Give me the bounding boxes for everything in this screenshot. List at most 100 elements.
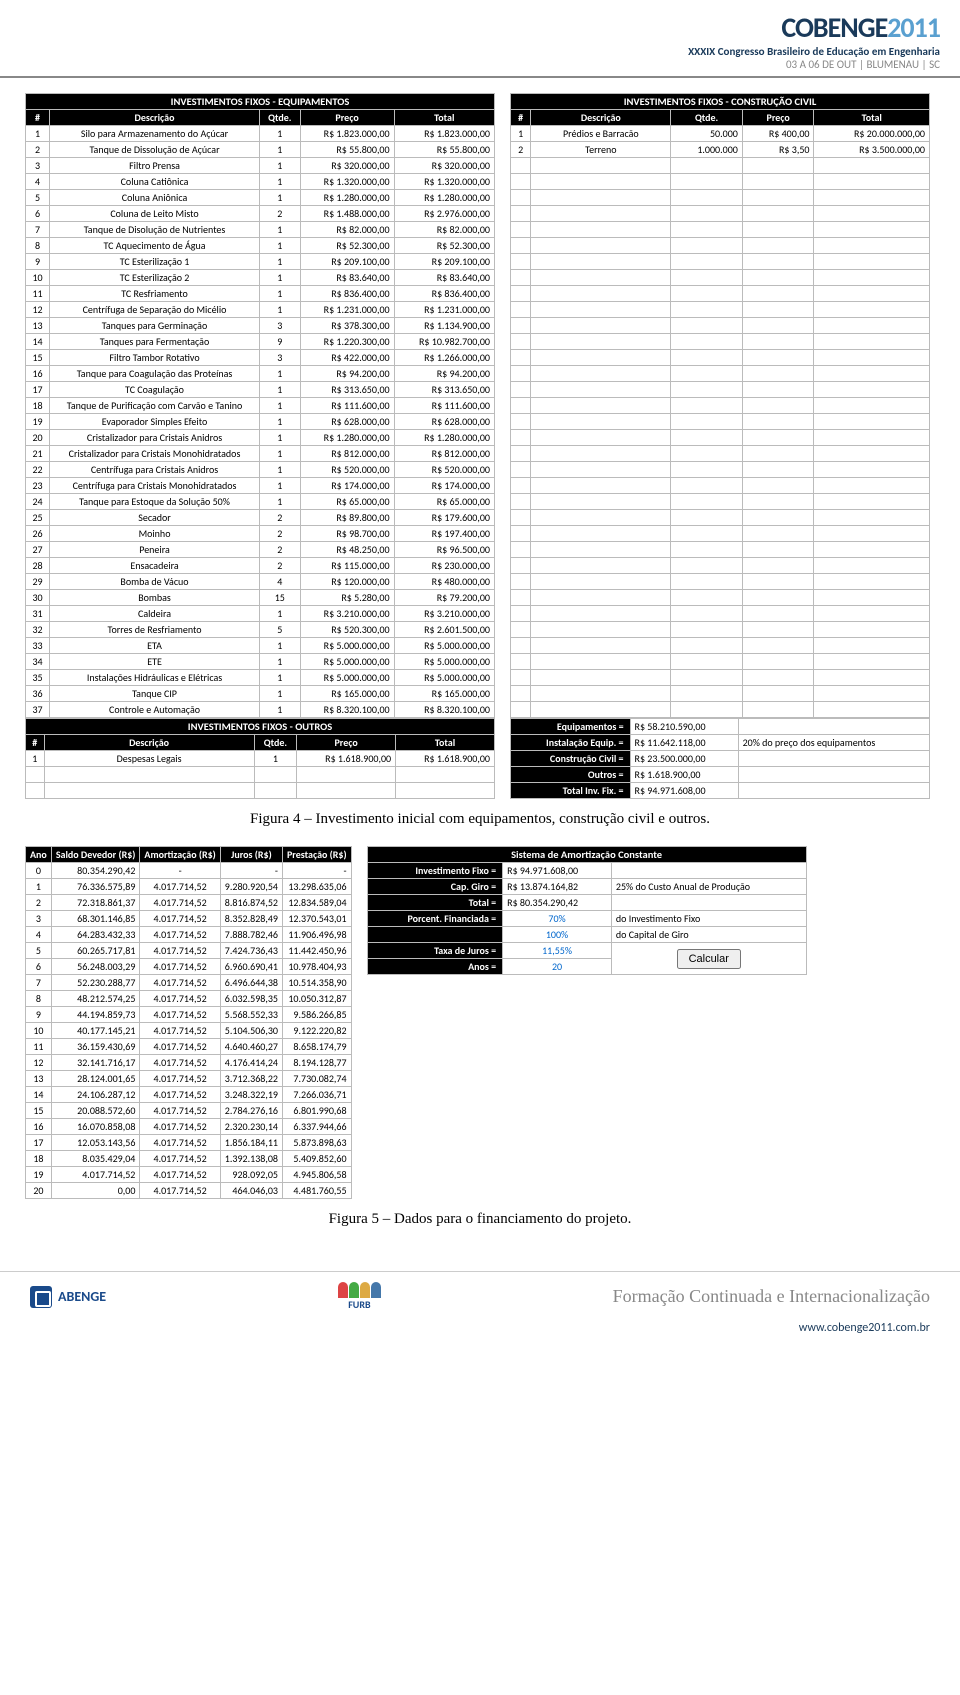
table-row-empty (511, 702, 930, 718)
table-row: 368.301.146,854.017.714,528.352.828,4912… (26, 911, 352, 927)
table-row: 176.336.575,894.017.714,529.280.920,5413… (26, 879, 352, 895)
table-row: 33ETA1R$ 5.000.000,00R$ 5.000.000,00 (26, 638, 495, 654)
header-subtitle-1: XXXIX Congresso Brasileiro de Educação e… (20, 45, 940, 58)
table-row: 8TC Aquecimento de Água1R$ 52.300,00R$ 5… (26, 238, 495, 254)
footer-title: Formação Continuada e Internacionalizaçã… (613, 1286, 930, 1307)
th-juros: Juros (R$) (220, 847, 282, 863)
table-row: 200,004.017.714,52464.046,034.481.760,55 (26, 1183, 352, 1199)
logo: COBENGE2011 (20, 10, 940, 45)
th-preco: Preço (300, 110, 394, 126)
table-row: 22Centrífuga para Cristais Anidros1R$ 52… (26, 462, 495, 478)
abenge-icon (30, 1286, 52, 1308)
sac-porc-val: 70% (503, 911, 612, 927)
caption-fig4: Figura 4 – Investimento inicial com equi… (25, 811, 935, 828)
table-row-empty (511, 510, 930, 526)
table-row: 188.035.429,044.017.714,521.392.138,085.… (26, 1151, 352, 1167)
table-row: 848.212.574,254.017.714,526.032.598,3510… (26, 991, 352, 1007)
equipamentos-table: INVESTIMENTOS FIXOS - EQUIPAMENTOS # Des… (25, 93, 495, 718)
table-row: 27Peneira2R$ 48.250,00R$ 96.500,00 (26, 542, 495, 558)
sac-taxa-label: Taxa de Juros = (367, 943, 503, 959)
table-row: 1Despesas Legais1R$ 1.618.900,00R$ 1.618… (26, 751, 495, 767)
sum-total-label: Total Inv. Fix. = (511, 783, 631, 799)
table-row: 080.354.290,42--- (26, 863, 352, 879)
table-row: 10TC Esterilização 21R$ 83.640,00R$ 83.6… (26, 270, 495, 286)
table-row-empty (511, 398, 930, 414)
table-row: 560.265.717,814.017.714,527.424.736,4311… (26, 943, 352, 959)
table-row-empty (511, 542, 930, 558)
table-row: 28Ensacadeira2R$ 115.000,00R$ 230.000,00 (26, 558, 495, 574)
table-row: 944.194.859,734.017.714,525.568.552,339.… (26, 1007, 352, 1023)
equip-title: INVESTIMENTOS FIXOS - EQUIPAMENTOS (26, 94, 495, 110)
furb-arc-icon (338, 1282, 348, 1298)
sum-outros-label: Outros = (511, 767, 631, 783)
table-row-empty (511, 206, 930, 222)
table-row: 36Tanque CIP1R$ 165.000,00R$ 165.000,00 (26, 686, 495, 702)
header-subtitle-2: 03 A 06 DE OUT | BLUMENAU | SC (20, 58, 940, 71)
sum-outros-val: R$ 1.618.900,00 (630, 767, 738, 783)
abenge-logo-block: ABENGE (30, 1286, 106, 1308)
table-row-empty (511, 414, 930, 430)
footer-url: www.cobenge2011.com.br (0, 1321, 960, 1345)
table-row: 18Tanque de Purificação com Carvão e Tan… (26, 398, 495, 414)
table-row-empty (511, 286, 930, 302)
table-row: 656.248.003,294.017.714,526.960.690,4110… (26, 959, 352, 975)
sac-anos-val: 20 (503, 959, 612, 975)
table-row: 15Filtro Tambor Rotativo3R$ 422.000,00R$… (26, 350, 495, 366)
calcular-button[interactable]: Calcular (677, 949, 741, 969)
table-row-empty (511, 606, 930, 622)
th-desc: Descrição (531, 110, 671, 126)
sac-invfix-val: R$ 94.971.608,00 (503, 863, 612, 879)
table-row-empty (511, 302, 930, 318)
table-row-empty (511, 238, 930, 254)
table-row: 9TC Esterilização 11R$ 209.100,00R$ 209.… (26, 254, 495, 270)
outros-title: INVESTIMENTOS FIXOS - OUTROS (26, 719, 495, 735)
table-row: 19Evaporador Simples Efeito1R$ 628.000,0… (26, 414, 495, 430)
table-row: 11TC Resfriamento1R$ 836.400,00R$ 836.40… (26, 286, 495, 302)
th-qtde: Qtde. (260, 110, 301, 126)
table-row: 1040.177.145,214.017.714,525.104.506,309… (26, 1023, 352, 1039)
table-row-empty (511, 686, 930, 702)
sum-inst-note: 20% do preço dos equipamentos (738, 735, 929, 751)
table-row-empty (511, 574, 930, 590)
table-row-empty (511, 654, 930, 670)
table-row-empty (26, 783, 495, 799)
table-row-empty (511, 622, 930, 638)
furb-arc-icon (371, 1282, 381, 1298)
sum-inst-label: Instalação Equip. = (511, 735, 631, 751)
table-row-empty (26, 767, 495, 783)
th-num: # (26, 110, 50, 126)
table-row: 37Controle e Automação1R$ 8.320.100,00R$… (26, 702, 495, 718)
sac-capgiro-val: R$ 13.874.164,82 (503, 879, 612, 895)
table-row: 21Cristalizador para Cristais Monohidrat… (26, 446, 495, 462)
table-row: 16Tanque para Coagulação das Proteínas1R… (26, 366, 495, 382)
sum-total-val: R$ 94.971.608,00 (630, 783, 738, 799)
th-qtde: Qtde. (254, 735, 297, 751)
table-row: 1712.053.143,564.017.714,521.856.184,115… (26, 1135, 352, 1151)
table-row: 23Centrífuga para Cristais Monohidratado… (26, 478, 495, 494)
table-row-empty (511, 174, 930, 190)
table-row-empty (511, 270, 930, 286)
table-row: 3Filtro Prensa1R$ 320.000,00R$ 320.000,0… (26, 158, 495, 174)
table-row: 1136.159.430,694.017.714,524.640.460,278… (26, 1039, 352, 1055)
table-row: 12Centrífuga de Separação do Micélio1R$ … (26, 302, 495, 318)
table-row: 31Caldeira1R$ 3.210.000,00R$ 3.210.000,0… (26, 606, 495, 622)
table-row-empty (511, 190, 930, 206)
th-num: # (26, 735, 45, 751)
table-row: 13Tanques para Germinação3R$ 378.300,00R… (26, 318, 495, 334)
table-row-empty (511, 430, 930, 446)
furb-arc-icon (349, 1282, 359, 1298)
th-ano: Ano (26, 847, 52, 863)
th-desc: Descrição (50, 110, 260, 126)
sac-panel: Sistema de Amortização Constante Investi… (367, 846, 807, 975)
table-row-empty (511, 446, 930, 462)
summary-table: Equipamentos =R$ 58.210.590,00 Instalaçã… (510, 718, 930, 799)
table-row: 5Coluna Aniônica1R$ 1.280.000,00R$ 1.280… (26, 190, 495, 206)
table-row: 26Moinho2R$ 98.700,00R$ 197.400,00 (26, 526, 495, 542)
table-row: 272.318.861,374.017.714,528.816.874,5212… (26, 895, 352, 911)
table-row: 1232.141.716,174.017.714,524.176.414,248… (26, 1055, 352, 1071)
table-row: 6Coluna de Leito Misto2R$ 1.488.000,00R$… (26, 206, 495, 222)
sac-porc2-note: do Capital de Giro (611, 927, 806, 943)
caption-fig5: Figura 5 – Dados para o financiamento do… (25, 1211, 935, 1228)
th-desc: Descrição (44, 735, 254, 751)
table-row: 17TC Coagulação1R$ 313.650,00R$ 313.650,… (26, 382, 495, 398)
